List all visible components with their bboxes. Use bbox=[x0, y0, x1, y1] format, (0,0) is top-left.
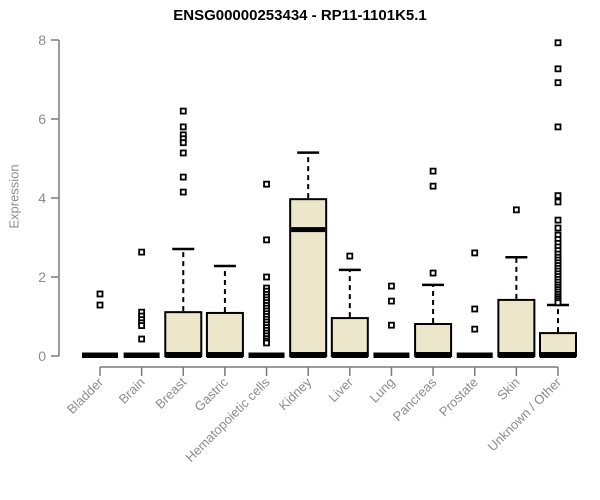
box-bottom-bar bbox=[290, 352, 327, 358]
x-tick-label: Gastric bbox=[191, 374, 231, 414]
x-tick-label: Breast bbox=[152, 374, 189, 411]
outlier-point bbox=[263, 273, 270, 281]
outlier-point bbox=[554, 123, 562, 131]
outlier-point bbox=[471, 305, 479, 313]
outlier-point bbox=[554, 198, 562, 206]
x-tick-label: Prostate bbox=[436, 375, 481, 420]
box-body bbox=[205, 311, 244, 358]
x-tick-label: Skin bbox=[494, 375, 522, 403]
outlier-point bbox=[138, 322, 146, 329]
flat-box bbox=[248, 352, 285, 358]
median-line bbox=[291, 227, 326, 233]
x-tick-label: Unknown / Other bbox=[485, 374, 565, 454]
outlier-point bbox=[429, 167, 437, 175]
y-tick-label: 0 bbox=[38, 348, 46, 364]
y-tick-label: 6 bbox=[38, 111, 46, 127]
box-body bbox=[289, 198, 328, 357]
outlier-point bbox=[138, 248, 146, 256]
outlier-point bbox=[179, 188, 187, 196]
outlier-point bbox=[554, 216, 562, 224]
outlier-point bbox=[554, 224, 562, 232]
box-bottom-bar bbox=[415, 352, 452, 358]
outlier-point bbox=[471, 249, 479, 257]
flat-box bbox=[456, 352, 493, 358]
outlier-point bbox=[179, 173, 187, 181]
box-body bbox=[414, 323, 453, 358]
box-body bbox=[164, 311, 203, 357]
box-bottom-bar bbox=[165, 352, 202, 358]
flat-box bbox=[373, 352, 410, 358]
outlier-point bbox=[429, 269, 437, 277]
outlier-point bbox=[388, 282, 395, 290]
box-body bbox=[330, 317, 369, 357]
y-tick-label: 4 bbox=[38, 190, 46, 206]
box-bottom-bar bbox=[206, 352, 243, 358]
outlier-point bbox=[429, 182, 437, 190]
box-bottom-bar bbox=[540, 352, 576, 358]
outlier-point bbox=[554, 39, 562, 47]
outlier-point bbox=[554, 65, 562, 73]
outlier-point bbox=[263, 236, 270, 244]
outlier-point bbox=[554, 299, 562, 307]
outlier-point bbox=[388, 321, 395, 329]
outlier-point bbox=[471, 325, 479, 333]
box-bottom-bar bbox=[331, 352, 368, 358]
y-tick-label: 2 bbox=[38, 269, 46, 285]
outlier-point bbox=[179, 107, 187, 115]
y-tick-label: 8 bbox=[38, 32, 46, 48]
x-tick-label: Bladder bbox=[64, 374, 107, 417]
outlier-point bbox=[346, 252, 354, 260]
x-tick-label: Liver bbox=[325, 374, 356, 405]
flat-box bbox=[123, 352, 160, 358]
box-body bbox=[497, 298, 536, 358]
outlier-point bbox=[179, 139, 187, 147]
outlier-point bbox=[179, 149, 187, 157]
outlier-point bbox=[138, 335, 146, 343]
outlier-point bbox=[554, 79, 562, 87]
box-bottom-bar bbox=[498, 352, 535, 358]
outlier-point bbox=[96, 290, 104, 298]
chart-title: ENSG00000253434 - RP11-1101K5.1 bbox=[173, 7, 427, 24]
x-tick-label: Lung bbox=[367, 375, 398, 406]
x-tick-label: Brain bbox=[116, 375, 148, 407]
outlier-point bbox=[96, 301, 104, 309]
outlier-point bbox=[388, 297, 395, 305]
outlier-point bbox=[263, 339, 270, 347]
outlier-point bbox=[512, 206, 520, 214]
flat-box bbox=[82, 352, 118, 358]
x-tick-label: Kidney bbox=[276, 374, 315, 413]
x-tick-label: Pancreas bbox=[390, 374, 440, 424]
outlier-point bbox=[179, 123, 187, 131]
outlier-point bbox=[263, 180, 270, 188]
outlier-point bbox=[554, 192, 562, 200]
